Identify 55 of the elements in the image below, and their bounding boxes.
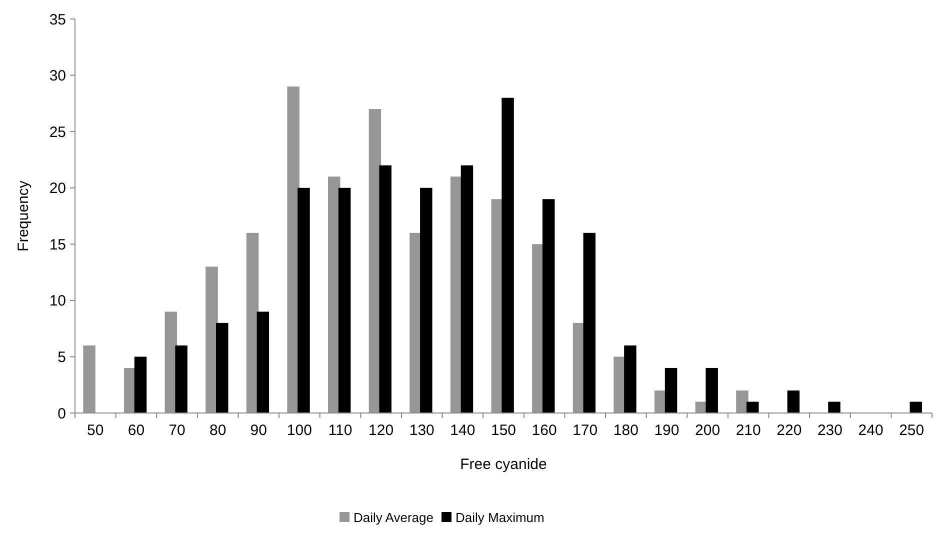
y-tick-label: 0 [58, 405, 66, 422]
bar [910, 402, 922, 413]
legend-label: Daily Maximum [456, 510, 544, 525]
x-tick-label: 140 [450, 422, 476, 439]
x-tick-label: 200 [695, 422, 720, 439]
x-tick-label: 50 [87, 422, 104, 439]
x-tick-label: 250 [899, 422, 924, 439]
x-tick-label: 120 [368, 422, 394, 439]
bar [298, 188, 310, 413]
bar [460, 165, 474, 413]
x-tick-label: 180 [613, 422, 638, 439]
x-tick-label: 70 [168, 422, 186, 439]
bar [420, 188, 432, 413]
x-tick-label: 90 [250, 422, 267, 439]
bar [706, 368, 718, 413]
x-tick-label: 190 [654, 422, 680, 439]
bar [746, 402, 759, 413]
bar [787, 390, 800, 413]
x-tick-label: 160 [532, 422, 557, 439]
bar [379, 165, 392, 413]
x-tick-label: 230 [817, 422, 842, 439]
y-tick-label: 35 [49, 11, 66, 28]
bar [664, 368, 678, 413]
y-tick-label: 25 [49, 124, 66, 141]
bar [736, 390, 748, 413]
bar [246, 232, 259, 413]
y-tick-label: 30 [49, 68, 66, 85]
bar [256, 312, 270, 413]
bar [583, 232, 596, 413]
x-axis-title: Free cyanide [460, 456, 547, 473]
y-axis-title: Frequency [15, 180, 32, 252]
x-tick-label: 220 [776, 422, 802, 439]
x-tick-label: 150 [490, 422, 516, 439]
legend-label: Daily Average [354, 510, 434, 525]
bar [175, 345, 188, 413]
y-tick-label: 15 [49, 236, 66, 254]
y-tick-label: 10 [49, 292, 66, 310]
x-tick-label: 100 [286, 422, 312, 439]
x-tick-label: 170 [572, 422, 598, 439]
x-tick-label: 240 [858, 422, 884, 439]
bar [83, 345, 96, 413]
y-tick-label: 20 [49, 180, 66, 198]
x-tick-label: 60 [128, 422, 145, 439]
bar [338, 188, 351, 413]
bar [542, 199, 555, 413]
bar [502, 98, 514, 413]
bar [134, 356, 147, 413]
x-tick-label: 80 [209, 422, 226, 439]
bar [828, 402, 840, 413]
x-tick-label: 210 [736, 422, 761, 439]
bar [624, 345, 636, 413]
bar [216, 322, 228, 413]
x-tick-label: 110 [328, 422, 352, 439]
x-tick-label: 130 [409, 422, 434, 439]
y-tick-label: 5 [58, 348, 66, 366]
